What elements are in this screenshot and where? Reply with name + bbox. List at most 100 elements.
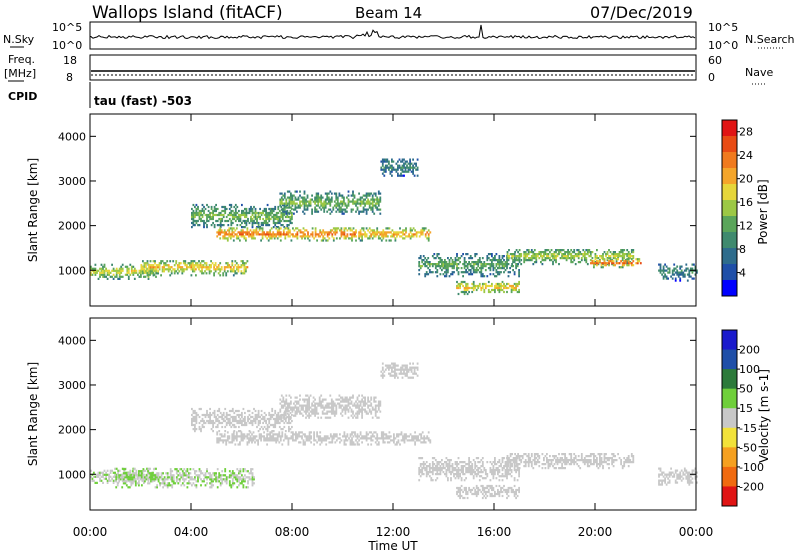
echo-cell	[500, 284, 502, 288]
echo-cell	[425, 471, 428, 474]
echo-cell	[364, 410, 366, 413]
echo-cell	[191, 417, 193, 421]
echo-cell	[330, 412, 333, 415]
echo-cell	[693, 277, 695, 280]
echo-cell	[343, 435, 346, 438]
echo-cell	[262, 209, 264, 213]
echo-cell	[230, 474, 233, 477]
echo-cell	[597, 262, 600, 265]
echo-cell	[478, 282, 481, 286]
echo-cell	[377, 437, 380, 440]
echo-cell	[331, 441, 334, 444]
echo-cell	[317, 198, 320, 201]
echo-cell	[362, 206, 365, 209]
echo-cell	[465, 261, 467, 264]
echo-cell	[286, 409, 289, 413]
echo-cell	[676, 273, 679, 276]
echo-cell	[415, 168, 417, 171]
echo-cell	[562, 253, 565, 256]
echo-cell	[289, 215, 292, 219]
echo-cell	[471, 463, 474, 466]
echo-cell	[400, 235, 403, 238]
echo-cell	[219, 221, 222, 225]
echo-cell	[303, 202, 306, 205]
echo-cell	[242, 407, 245, 411]
echo-cell	[456, 286, 458, 290]
echo-cell	[342, 233, 344, 236]
echo-cell	[426, 231, 429, 234]
echo-cell	[368, 227, 371, 230]
echo-cell	[472, 263, 475, 266]
echo-cell	[226, 439, 229, 442]
echo-cell	[336, 202, 339, 205]
echo-cell	[189, 476, 192, 479]
echo-cell	[383, 437, 386, 440]
echo-cell	[244, 415, 246, 419]
echo-cell	[143, 270, 146, 273]
echo-cell	[308, 439, 311, 442]
colorbar-cell	[722, 168, 737, 185]
echo-cell	[156, 478, 158, 481]
echo-cell	[492, 475, 495, 478]
echo-cell	[427, 229, 430, 232]
echo-cell	[353, 196, 356, 199]
echo-cell	[626, 249, 629, 252]
echo-cell	[346, 206, 348, 209]
colorbar-tick-label: 24	[739, 149, 753, 162]
echo-cell	[459, 475, 461, 478]
echo-cell	[371, 208, 374, 211]
echo-cell	[260, 221, 263, 225]
echo-cell	[242, 433, 244, 436]
echo-cell	[134, 474, 137, 477]
echo-cell	[236, 409, 239, 413]
echo-cell	[409, 433, 412, 436]
echo-cell	[512, 265, 514, 268]
echo-cell	[355, 210, 357, 213]
echo-cell	[219, 226, 222, 229]
echo-cell	[299, 202, 301, 205]
echo-cell	[344, 408, 347, 411]
echo-cell	[448, 259, 451, 262]
echo-cell	[260, 417, 263, 421]
echo-cell	[151, 476, 154, 479]
echo-cell	[129, 473, 132, 476]
echo-cell	[242, 211, 245, 215]
echo-cell	[199, 262, 202, 265]
velocity-heatmap	[90, 362, 698, 500]
y-tick-label: 3000	[58, 175, 86, 188]
echo-cell	[261, 229, 264, 232]
echo-cell	[153, 273, 156, 276]
echo-cell	[588, 255, 591, 258]
echo-cell	[520, 255, 523, 258]
echo-cell	[99, 479, 101, 482]
echo-cell	[368, 237, 371, 240]
echo-cell	[335, 204, 338, 207]
echo-cell	[543, 253, 545, 256]
echo-cell	[319, 231, 322, 234]
echo-cell	[685, 263, 688, 266]
echo-cell	[434, 271, 437, 274]
echo-cell	[222, 231, 225, 234]
echo-cell	[585, 259, 588, 262]
echo-cell	[391, 168, 393, 171]
echo-cell	[251, 415, 254, 419]
echo-cell	[343, 433, 346, 436]
echo-cell	[269, 211, 272, 215]
echo-cell	[530, 249, 533, 252]
echo-cell	[288, 419, 290, 423]
echo-cell	[427, 437, 430, 440]
echo-cell	[374, 414, 377, 417]
echo-cell	[694, 265, 697, 268]
echo-cell	[376, 229, 379, 232]
echo-cell	[471, 471, 474, 474]
echo-cell	[233, 423, 236, 427]
echo-cell	[219, 439, 222, 442]
echo-cell	[448, 461, 451, 464]
echo-cell	[129, 469, 132, 472]
echo-cell	[658, 269, 660, 272]
echo-cell	[114, 479, 116, 482]
echo-cell	[121, 486, 124, 489]
echo-cell	[513, 255, 516, 258]
echo-cell	[419, 463, 422, 466]
echo-cell	[370, 398, 373, 401]
